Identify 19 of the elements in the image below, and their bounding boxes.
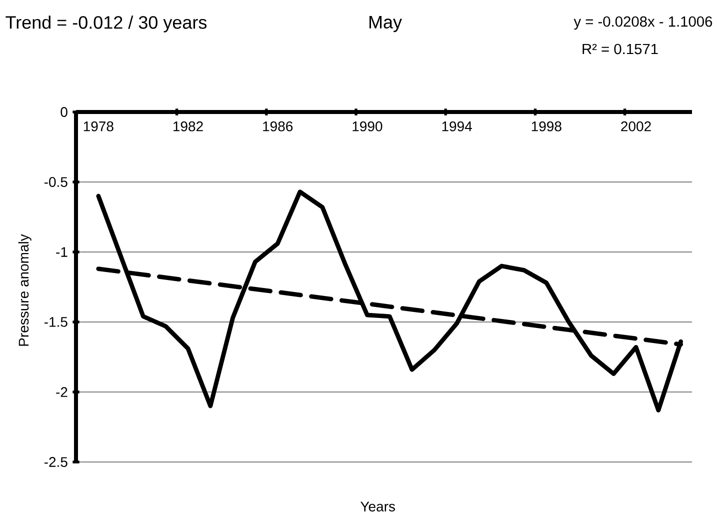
x-tick-label: 1986	[263, 121, 293, 132]
text: R² = 0.1571	[582, 44, 658, 54]
x-tick-label: 1990	[352, 121, 382, 132]
x-tick-label: 1982	[174, 121, 203, 132]
y-tick-label: -0.5	[44, 177, 68, 187]
y-axis-title: Pressure anomaly	[18, 234, 32, 346]
x-tick-label: 1978	[84, 121, 114, 132]
text: y = -0.0208x - 1.1006	[574, 16, 712, 30]
y-tick-label: -1.5	[44, 317, 68, 327]
y-tick-label: -2.5	[44, 457, 68, 467]
x-tick-label: 2002	[621, 121, 651, 132]
text: Trend = -0.012 / 30 years	[6, 16, 207, 32]
x-axis-title: Years	[360, 502, 395, 512]
y-tick-label: -1	[56, 247, 68, 257]
y-tick-label: 0	[60, 107, 68, 117]
x-tick-label: 1998	[532, 121, 562, 132]
x-tick-label: 1994	[442, 121, 472, 132]
chart-title: May	[369, 16, 402, 32]
y-tick-label: -2	[56, 387, 68, 397]
